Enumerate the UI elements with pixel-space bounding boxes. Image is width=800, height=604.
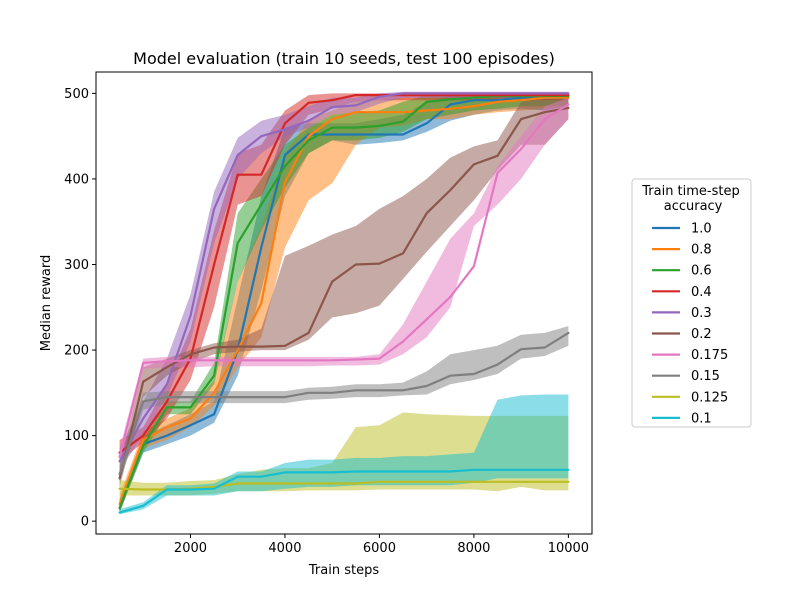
x-axis-ticks: 2000 4000 6000 8000 10000: [174, 534, 589, 556]
line-0.1: [118, 468, 570, 514]
legend-label-1.0: 1.0: [691, 222, 712, 237]
legend-label-0.6: 0.6: [691, 264, 712, 279]
x-tick-label: 2000: [174, 541, 207, 556]
legend-label-0.8: 0.8: [691, 243, 712, 258]
legend-label-0.1: 0.1: [691, 411, 712, 426]
legend-label-0.175: 0.175: [691, 348, 728, 363]
confidence-bands: [119, 91, 569, 515]
line-0.4: [118, 93, 570, 454]
line-1.0: [118, 96, 570, 510]
line-0.175: [118, 103, 570, 459]
legend-label-0.15: 0.15: [691, 369, 720, 384]
y-axis-label: Median reward: [39, 255, 54, 351]
x-axis-label: Train steps: [308, 563, 379, 578]
legend-label-0.4: 0.4: [691, 285, 712, 300]
y-tick-label: 500: [64, 87, 89, 102]
legend-label-0.125: 0.125: [691, 390, 728, 405]
line-0.15: [118, 331, 570, 476]
legend-title-line2: accuracy: [660, 199, 723, 214]
legend: Train time-step accuracy 1.0 0.8 0.6 0.4 0.3…: [631, 178, 752, 428]
x-tick-label: 4000: [268, 541, 301, 556]
legend-title-line1: Train time-step: [641, 184, 740, 199]
line-0.3: [118, 92, 570, 463]
line-0.2: [118, 106, 570, 480]
legend-label-0.3: 0.3: [691, 306, 712, 321]
legend-items: 1.0 0.8 0.6 0.4 0.3 0.2 0.175 0.15 0.125 0.1: [652, 222, 728, 426]
y-tick-label: 0: [81, 515, 89, 530]
legend-label-0.2: 0.2: [691, 327, 712, 342]
line-0.6: [118, 94, 570, 510]
y-tick-label: 300: [64, 258, 89, 273]
legend-frame: [631, 178, 752, 428]
y-tick-label: 400: [64, 172, 89, 187]
line-0.8: [118, 96, 570, 506]
x-tick-label: 6000: [363, 541, 396, 556]
y-tick-label: 200: [64, 344, 89, 359]
y-axis-ticks: 0 100 200 300 400 500: [64, 87, 96, 530]
band-0.2: [119, 97, 569, 487]
band-0.15: [119, 326, 569, 483]
band-0.175: [119, 97, 569, 466]
x-tick-label: 10000: [548, 541, 589, 556]
y-tick-label: 100: [64, 429, 89, 444]
x-tick-label: 8000: [457, 541, 490, 556]
chart-title: Model evaluation (train 10 seeds, test 1…: [133, 49, 555, 68]
series-lines: [118, 92, 570, 514]
plot-area-frame: [95, 71, 593, 535]
band-0.3: [119, 91, 569, 470]
